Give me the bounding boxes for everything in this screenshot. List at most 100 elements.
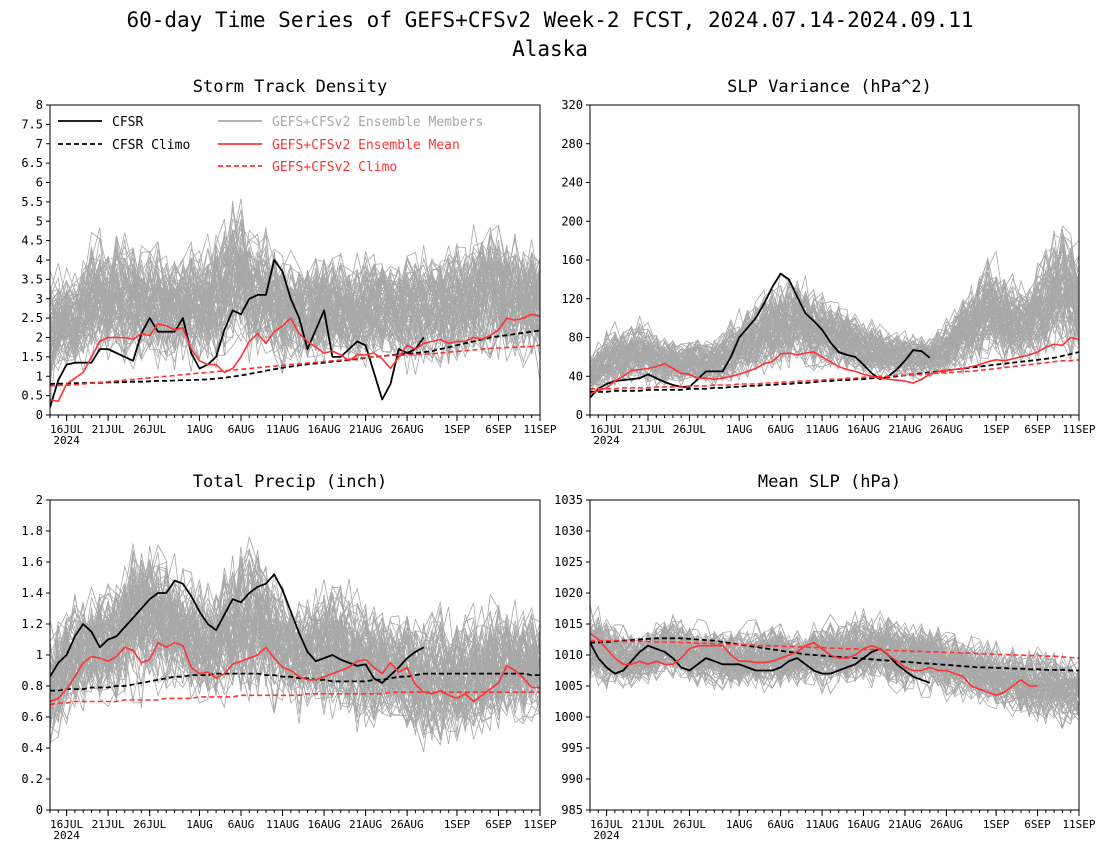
y-tick-label: 1.8	[21, 524, 43, 538]
series-gefs-cfsv2-climo	[50, 691, 540, 706]
ensemble-member-line	[590, 605, 1079, 697]
x-tick-label: 11AUG	[266, 423, 299, 436]
x-tick-label: 11AUG	[806, 818, 839, 831]
y-tick-label: 2.5	[21, 311, 43, 325]
ensemble-members	[50, 535, 540, 752]
x-tick-label: 21AUG	[888, 423, 921, 436]
x-tick-label: 26JUL	[673, 818, 706, 831]
figure-region: Alaska	[512, 37, 588, 61]
x-tick-label: 11AUG	[806, 423, 839, 436]
x-tick-label: 6AUG	[767, 423, 794, 436]
ensemble-members	[590, 603, 1079, 730]
x-tick-label: 6SEP	[1024, 423, 1051, 436]
y-tick-label: 280	[561, 137, 583, 151]
ensemble-member-line	[590, 613, 1079, 718]
x-tick-label: 26AUG	[391, 423, 424, 436]
y-tick-label: 6.5	[21, 156, 43, 170]
series-gefs-cfsv2-climo	[590, 359, 1079, 390]
y-tick-label: 8	[36, 98, 43, 112]
y-tick-label: 5.5	[21, 195, 43, 209]
ensemble-member-line	[50, 234, 540, 355]
y-tick-label: 995	[561, 741, 583, 755]
y-tick-label: 1010	[554, 648, 583, 662]
ensemble-member-line	[590, 271, 1079, 388]
series-cfsr	[50, 259, 425, 408]
ensemble-members	[590, 225, 1079, 397]
ensemble-member-line	[50, 249, 540, 373]
y-tick-label: 0	[36, 408, 43, 422]
x-tick-label: 11AUG	[266, 818, 299, 831]
y-tick-label: 1025	[554, 555, 583, 569]
y-tick-label: 1	[36, 369, 43, 383]
x-tick-label: 16JUL	[50, 423, 83, 436]
panel-title: Total Precip (inch)	[193, 472, 387, 492]
panel-precip: Total Precip (inch) 0 0.2 0.4 0.6 0.8 1 1.2 1.4 1…	[21, 472, 557, 842]
x-tick-label: 6SEP	[1024, 818, 1051, 831]
series-gefs-cfsv2-climo	[590, 639, 1079, 659]
x-tick-label: 16AUG	[847, 818, 880, 831]
y-tick-label: 985	[561, 803, 583, 817]
ensemble-member-line	[50, 251, 540, 360]
x-tick-label: 21AUG	[349, 818, 382, 831]
legend-label-climo: GEFS+CFSv2 Climo	[272, 160, 397, 175]
ensemble-member-line	[590, 617, 1079, 730]
ensemble-member-line	[590, 284, 1079, 377]
series-gefs-cfsv2-ensemble-mean	[50, 313, 540, 403]
legend-label-mean: GEFS+CFSv2 Ensemble Mean	[272, 138, 460, 153]
y-tick-label: 1.6	[21, 555, 43, 569]
x-tick-label: 16JUL	[50, 818, 83, 831]
panel-title: Storm Track Density	[193, 77, 387, 97]
y-tick-label: 1005	[554, 679, 583, 693]
series-gefs-cfsv2-ensemble-mean	[50, 641, 540, 703]
legend-label-members: GEFS+CFSv2 Ensemble Members	[272, 115, 483, 130]
y-tick-label: 1	[36, 648, 43, 662]
y-tick-label: 3	[36, 292, 43, 306]
x-tick-label: 21JUL	[92, 818, 125, 831]
x-tick-label: 1SEP	[983, 423, 1010, 436]
x-tick-label: 26AUG	[930, 818, 963, 831]
ensemble-member-line	[50, 559, 540, 715]
x-tick-label: 11SEP	[1062, 818, 1095, 831]
series-cfsr	[590, 642, 931, 684]
ensemble-member-line	[590, 630, 1079, 701]
y-tick-label: 0	[36, 803, 43, 817]
ensemble-member-line	[590, 278, 1079, 373]
legend-label-cfsr-climo: CFSR Climo	[112, 138, 190, 153]
ensemble-member-line	[590, 285, 1079, 388]
ensemble-member-line	[590, 248, 1079, 372]
y-tick-label: 5	[36, 214, 43, 228]
legend: CFSR CFSR Climo GEFS+CFSv2 Ensemble Member…	[58, 115, 483, 175]
x-tick-label: 11SEP	[1062, 423, 1095, 436]
y-tick-label: 4	[36, 253, 43, 267]
series-gefs-cfsv2-climo	[50, 344, 540, 387]
y-tick-label: 4.5	[21, 234, 43, 248]
y-tick-label: 0.4	[21, 741, 43, 755]
x-tick-label: 26JUL	[133, 818, 166, 831]
x-year-label: 2024	[53, 434, 80, 447]
x-tick-label: 6SEP	[485, 818, 512, 831]
y-tick-label: 990	[561, 772, 583, 786]
ensemble-member-line	[590, 231, 1079, 389]
y-tick-label: 1.2	[21, 617, 43, 631]
x-tick-label: 26AUG	[930, 423, 963, 436]
legend-label-cfsr: CFSR	[112, 115, 143, 130]
ensemble-members	[50, 198, 540, 407]
x-tick-label: 26JUL	[673, 423, 706, 436]
series-gefs-cfsv2-ensemble-mean	[590, 336, 1079, 395]
ensemble-member-line	[50, 571, 540, 723]
x-tick-label: 21JUL	[92, 423, 125, 436]
x-tick-label: 21JUL	[631, 818, 664, 831]
y-tick-label: 1015	[554, 617, 583, 631]
panel-meanslp: Mean SLP (hPa) 985 990 995 1000 1005 1010 1015 1…	[554, 472, 1096, 842]
series-cfsr-climo	[590, 637, 1079, 672]
y-tick-label: 1.4	[21, 586, 43, 600]
figure-title: 60-day Time Series of GEFS+CFSv2 Week-2 …	[126, 8, 973, 32]
ensemble-member-line	[50, 246, 540, 355]
series-gefs-cfsv2-ensemble-mean	[590, 632, 1038, 697]
ensemble-member-line	[50, 219, 540, 375]
x-tick-label: 6AUG	[767, 818, 794, 831]
panel-title: Mean SLP (hPa)	[758, 472, 901, 492]
ensemble-member-line	[590, 275, 1079, 386]
x-year-label: 2024	[53, 829, 80, 842]
